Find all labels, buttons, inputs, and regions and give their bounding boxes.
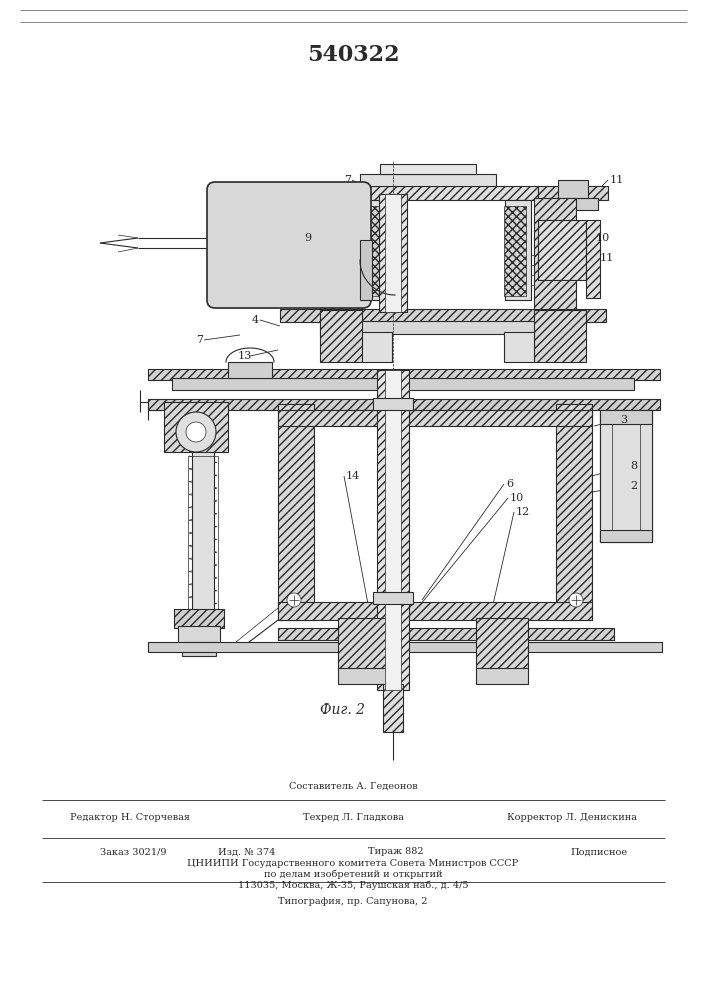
- Bar: [192, 412, 214, 620]
- Bar: [373, 592, 413, 604]
- Bar: [548, 198, 598, 210]
- Bar: [182, 642, 216, 656]
- Text: 11: 11: [600, 253, 614, 263]
- Bar: [556, 404, 592, 620]
- Bar: [365, 200, 391, 300]
- Bar: [385, 370, 401, 690]
- Bar: [586, 220, 600, 298]
- Bar: [228, 362, 272, 378]
- Bar: [278, 404, 314, 620]
- Circle shape: [287, 593, 301, 607]
- Bar: [538, 186, 608, 200]
- Bar: [338, 618, 390, 670]
- Bar: [377, 370, 409, 690]
- Bar: [318, 186, 538, 200]
- Bar: [504, 332, 534, 362]
- Bar: [558, 180, 588, 198]
- Text: Подписное: Подписное: [570, 848, 627, 856]
- Text: 10: 10: [510, 493, 525, 503]
- Text: 3: 3: [620, 415, 627, 425]
- Bar: [612, 424, 640, 530]
- Text: Техред Л. Гладкова: Техред Л. Гладкова: [303, 814, 404, 822]
- Bar: [504, 206, 526, 296]
- Bar: [476, 668, 528, 684]
- Bar: [385, 194, 401, 312]
- Text: 2: 2: [630, 481, 637, 491]
- Bar: [148, 399, 660, 410]
- Bar: [148, 369, 660, 380]
- Bar: [188, 456, 218, 610]
- Text: 10: 10: [596, 233, 610, 243]
- Text: 4: 4: [252, 315, 259, 325]
- Bar: [278, 410, 592, 426]
- Bar: [320, 198, 362, 310]
- Bar: [320, 310, 362, 362]
- Bar: [174, 609, 224, 628]
- Text: 7: 7: [196, 335, 203, 345]
- Bar: [278, 628, 614, 640]
- Bar: [380, 164, 476, 174]
- Circle shape: [569, 593, 583, 607]
- Bar: [278, 602, 592, 620]
- Text: 12: 12: [516, 507, 530, 517]
- Bar: [360, 240, 372, 300]
- Text: 13: 13: [238, 351, 252, 361]
- Circle shape: [186, 422, 206, 442]
- Bar: [360, 174, 496, 186]
- Text: по делам изобретений и открытий: по делам изобретений и открытий: [264, 869, 443, 879]
- Bar: [600, 410, 652, 542]
- FancyBboxPatch shape: [207, 182, 371, 308]
- Text: ЦНИИПИ Государственного комитета Совета Министров СССР: ЦНИИПИ Государственного комитета Совета …: [187, 859, 519, 868]
- Bar: [370, 206, 392, 296]
- Text: 540322: 540322: [307, 44, 399, 66]
- Bar: [373, 398, 413, 410]
- Text: Корректор Л. Денискина: Корректор Л. Денискина: [507, 814, 637, 822]
- Text: Тираж 882: Тираж 882: [368, 848, 423, 856]
- Text: 9: 9: [304, 233, 311, 243]
- Text: Составитель А. Гедеонов: Составитель А. Гедеонов: [288, 782, 417, 790]
- Bar: [600, 530, 652, 542]
- Text: 6: 6: [506, 479, 513, 489]
- Circle shape: [176, 412, 216, 452]
- Bar: [476, 618, 528, 670]
- Bar: [534, 198, 576, 310]
- Text: 7: 7: [344, 175, 351, 185]
- Text: 113035, Москва, Ж-35, Раушская наб., д. 4/5: 113035, Москва, Ж-35, Раушская наб., д. …: [238, 880, 468, 890]
- Text: Типография, пр. Сапунова, 2: Типография, пр. Сапунова, 2: [279, 898, 428, 906]
- Text: 14: 14: [346, 471, 361, 481]
- Bar: [178, 626, 220, 644]
- Text: 11: 11: [610, 175, 624, 185]
- Bar: [586, 220, 600, 298]
- Bar: [280, 309, 606, 322]
- Bar: [600, 410, 652, 424]
- Bar: [172, 378, 634, 390]
- Bar: [538, 220, 586, 280]
- Text: Заказ 3021/9: Заказ 3021/9: [100, 848, 167, 856]
- Bar: [320, 321, 576, 334]
- Bar: [383, 684, 403, 732]
- Bar: [534, 310, 586, 362]
- Bar: [538, 220, 586, 280]
- Bar: [362, 332, 392, 362]
- Text: Фиг. 2: Фиг. 2: [320, 703, 365, 717]
- Text: Редактор Н. Сторчевая: Редактор Н. Сторчевая: [70, 814, 190, 822]
- Text: Изд. № 374: Изд. № 374: [218, 848, 275, 856]
- Bar: [505, 200, 531, 300]
- Bar: [379, 194, 407, 312]
- Bar: [338, 668, 390, 684]
- Bar: [379, 194, 407, 312]
- Bar: [377, 370, 409, 690]
- Bar: [148, 642, 662, 652]
- Text: 8: 8: [630, 461, 637, 471]
- Bar: [164, 402, 228, 452]
